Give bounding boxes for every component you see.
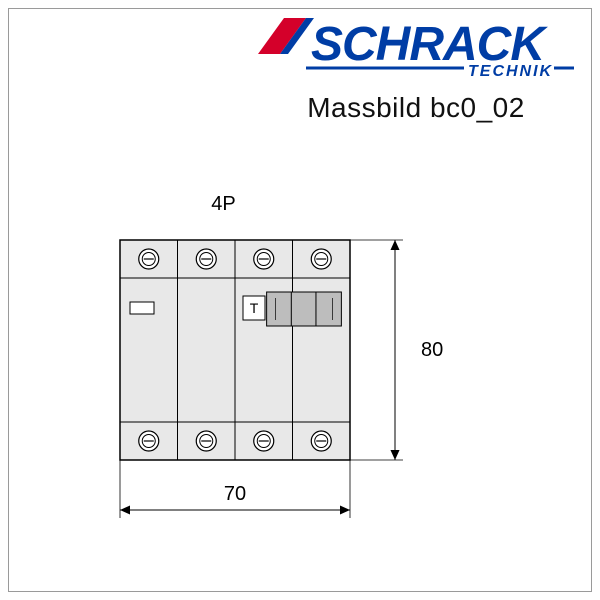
dimension-drawing: 4P T 80 70 [0,0,600,600]
svg-text:70: 70 [224,483,246,505]
svg-text:T: T [250,300,259,316]
svg-text:80: 80 [421,339,443,361]
svg-text:4P: 4P [211,193,235,215]
